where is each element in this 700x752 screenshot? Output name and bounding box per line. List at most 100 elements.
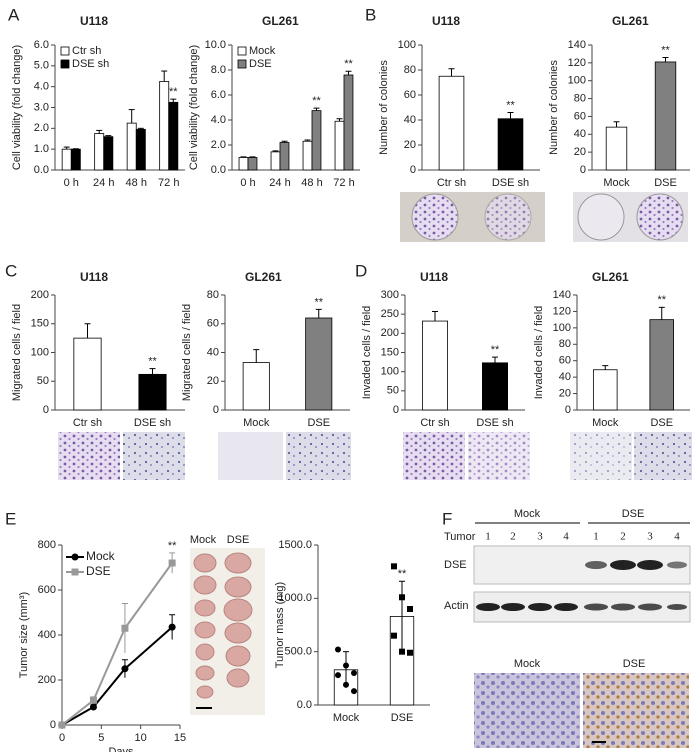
colony-dish — [411, 193, 459, 241]
significance: ** — [661, 44, 670, 56]
ihc-image — [583, 673, 689, 748]
legend-label: Mock — [249, 45, 276, 57]
legend-marker — [71, 568, 79, 576]
x-tick-label: 15 — [174, 732, 186, 744]
bar — [497, 118, 524, 171]
bar — [305, 317, 333, 411]
y-tick-label: 0 — [410, 164, 416, 176]
significance: ** — [168, 540, 177, 552]
x-tick-label: Ctr sh — [437, 177, 466, 189]
data-point — [399, 648, 405, 655]
y-tick-label: 0 — [213, 404, 219, 416]
migration-image — [123, 432, 185, 480]
lane-label: 1 — [593, 531, 599, 543]
x-tick-label: 24 h — [269, 177, 290, 189]
y-tick-label: 1500.0 — [278, 539, 312, 551]
significance: ** — [344, 58, 353, 70]
y-tick-label: 40 — [574, 128, 586, 140]
marker — [168, 559, 176, 567]
x-tick-label: DSE — [654, 177, 677, 189]
significance: ** — [314, 296, 323, 308]
bar — [334, 120, 345, 171]
y-tick-label: 4.0 — [211, 114, 226, 126]
y-tick-label: 0 — [565, 404, 571, 416]
significance: ** — [506, 99, 515, 111]
bar — [247, 157, 258, 171]
line — [61, 562, 173, 726]
lane-label: 1 — [485, 531, 491, 543]
bar — [302, 140, 313, 171]
x-tick-label: Mock — [243, 417, 270, 429]
invasion-image — [570, 432, 632, 480]
ihc-image — [474, 673, 580, 748]
chart-title: GL261 — [262, 14, 299, 28]
line — [61, 626, 173, 726]
chart-title: U118 — [432, 14, 460, 28]
chart-title: U118 — [420, 270, 448, 284]
y-tick-label: 6.0 — [34, 39, 49, 51]
data-point — [351, 688, 357, 695]
y-tick-label: 200 — [31, 289, 49, 301]
y-axis-label: Number of colonies — [378, 60, 390, 155]
panel-label: F — [442, 509, 452, 528]
y-axis-label: Cell viability (fold change) — [11, 45, 23, 170]
data-point — [407, 649, 413, 656]
y-tick-label: 8.0 — [211, 64, 226, 76]
marker — [58, 721, 66, 729]
y-tick-label: 400 — [38, 629, 56, 641]
bar — [421, 320, 448, 411]
y-tick-label: 20 — [559, 387, 571, 399]
y-tick-label: 600 — [38, 584, 56, 596]
bar — [159, 81, 170, 171]
chart-title: GL261 — [612, 14, 649, 28]
blot-group: DSE — [622, 508, 645, 520]
data-point — [391, 563, 397, 570]
y-tick-label: 150 — [381, 346, 399, 358]
y-tick-label: 150 — [31, 318, 49, 330]
legend-label: Ctr sh — [72, 45, 101, 57]
bar — [649, 319, 675, 411]
bar — [94, 133, 105, 171]
y-axis-label: Number of colonies — [548, 60, 560, 155]
bar — [61, 148, 72, 171]
y-tick-label: 10.0 — [205, 39, 226, 51]
y-tick-label: 100 — [31, 346, 49, 358]
x-tick-label: DSE — [391, 712, 414, 724]
y-tick-label: 80 — [207, 289, 219, 301]
x-tick-label: 24 h — [93, 177, 114, 189]
migration-image — [218, 432, 283, 480]
bar — [481, 362, 508, 411]
photo-label: DSE — [227, 534, 250, 546]
bar — [242, 362, 270, 411]
blot-row-label: Actin — [444, 600, 468, 612]
legend-swatch — [237, 59, 247, 69]
y-tick-label: 4.0 — [34, 81, 49, 93]
y-tick-label: 0.0 — [211, 164, 226, 176]
y-tick-label: 80 — [574, 92, 586, 104]
y-tick-label: 0 — [393, 404, 399, 416]
y-axis-label: Cell viability (fold change) — [188, 45, 200, 170]
y-axis-label: Tumor size (mm³) — [18, 592, 30, 678]
blot-bands — [476, 603, 687, 611]
y-axis-label: Invaded cells / field — [533, 306, 545, 400]
invasion-image — [403, 432, 465, 480]
bar — [135, 128, 146, 171]
x-tick-label: 48 h — [301, 177, 322, 189]
y-tick-label: 40 — [559, 371, 571, 383]
colony-dish — [636, 193, 684, 241]
y-tick-label: 1.0 — [34, 143, 49, 155]
blot-row-label: DSE — [444, 559, 467, 571]
y-tick-label: 20 — [207, 375, 219, 387]
ihc-label: DSE — [623, 658, 646, 670]
bar — [168, 101, 179, 171]
y-tick-label: 800 — [38, 539, 56, 551]
photo-label: Mock — [190, 534, 217, 546]
y-tick-label: 120 — [568, 57, 586, 69]
y-axis-label: Migrated cells / field — [11, 304, 23, 401]
panel-label: D — [355, 261, 367, 280]
x-tick-label: 72 h — [333, 177, 354, 189]
panel-label: A — [8, 5, 20, 24]
invasion-image — [468, 432, 530, 480]
data-point — [335, 672, 341, 679]
colony-dish — [484, 193, 532, 241]
